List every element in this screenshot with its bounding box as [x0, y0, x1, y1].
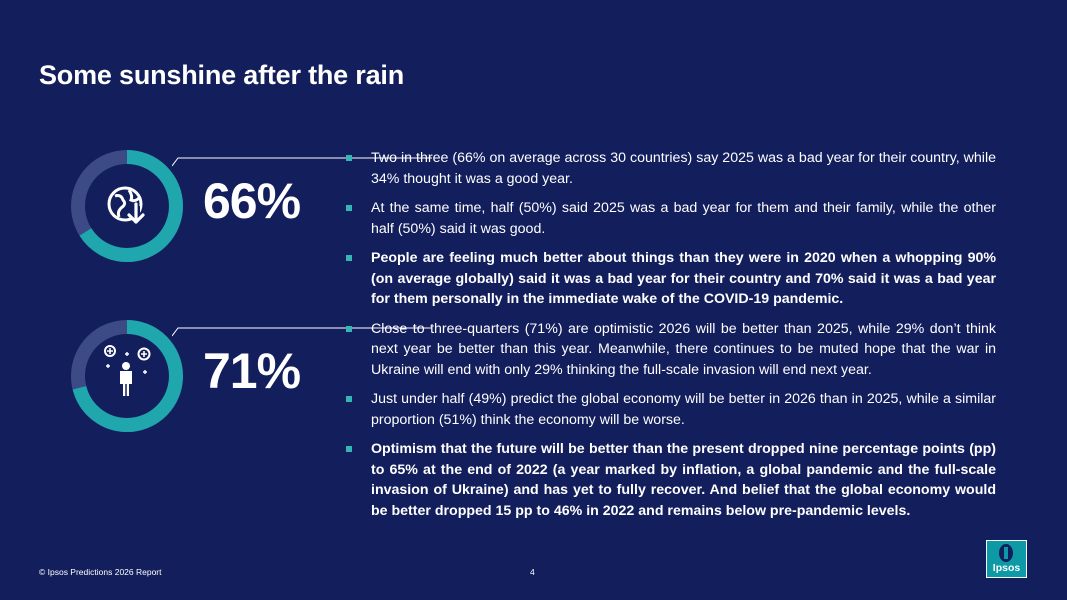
- donut-ring: [71, 320, 183, 432]
- page-number: 4: [530, 567, 535, 577]
- logo-mark-icon: [999, 544, 1013, 562]
- bullet-marker: [346, 446, 352, 452]
- ipsos-logo: Ipsos: [986, 540, 1027, 578]
- bullet-marker: [346, 155, 352, 161]
- bullet-text: Two in three (66% on average across 30 c…: [371, 150, 996, 187]
- bullet-item: Two in three (66% on average across 30 c…: [346, 148, 996, 189]
- bullet-marker: [346, 255, 352, 261]
- bullet-item: Just under half (49%) predict the global…: [346, 389, 996, 430]
- page-title: Some sunshine after the rain: [39, 60, 404, 90]
- stat-value: 71%: [203, 343, 301, 399]
- bullet-item: At the same time, half (50%) said 2025 w…: [346, 198, 996, 239]
- bullet-text: Close to three-quarters (71%) are optimi…: [371, 320, 996, 378]
- bullet-text: At the same time, half (50%) said 2025 w…: [371, 200, 996, 237]
- stat-66: 66%: [69, 148, 432, 268]
- bullet-marker: [346, 325, 352, 332]
- bullet-marker: [346, 205, 352, 211]
- person-ideas-icon: [103, 344, 155, 405]
- donut-value-arc: [71, 150, 183, 262]
- footer-copyright: © Ipsos Predictions 2026 Report: [39, 567, 162, 577]
- donut-ring: [71, 150, 183, 262]
- bullet-list: Two in three (66% on average across 30 c…: [346, 148, 996, 530]
- bullet-marker: [346, 396, 352, 402]
- logo-text: Ipsos: [992, 562, 1021, 574]
- donut-value-arc: [71, 320, 183, 432]
- globe-down-arrow-icon: [105, 184, 151, 235]
- bullet-item: People are feeling much better about thi…: [346, 248, 996, 310]
- stat-71: 71%: [69, 318, 432, 438]
- bullet-text: Just under half (49%) predict the global…: [371, 391, 996, 428]
- bullet-text: Optimism that the future will be better …: [371, 441, 996, 519]
- bullet-text: People are feeling much better about thi…: [371, 250, 996, 307]
- stat-value: 66%: [203, 173, 301, 229]
- bullet-item: Optimism that the future will be better …: [346, 439, 996, 521]
- bullet-item: Close to three-quarters (71%) are optimi…: [346, 319, 996, 381]
